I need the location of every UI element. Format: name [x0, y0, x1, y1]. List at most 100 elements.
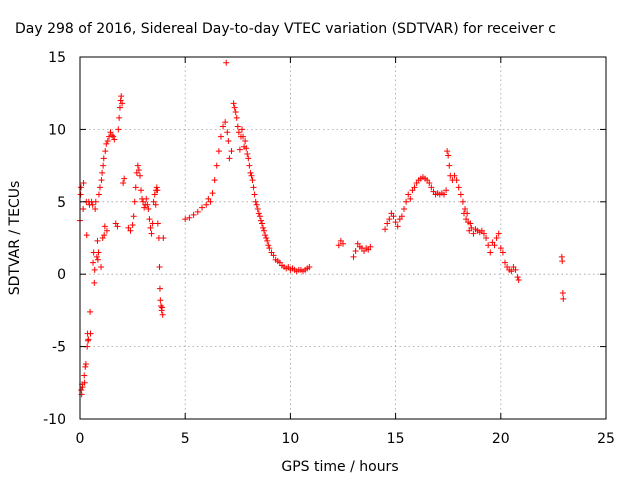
data-point [499, 249, 506, 256]
data-point [249, 177, 256, 184]
data-point [146, 216, 153, 223]
data-point [144, 201, 151, 208]
data-point [455, 184, 462, 191]
data-point [256, 213, 263, 220]
data-point [462, 206, 469, 213]
data-point [265, 242, 272, 249]
data-point [87, 330, 94, 337]
data-point [446, 162, 453, 169]
data-point [96, 184, 103, 191]
data-point [154, 220, 161, 227]
data-point [223, 59, 230, 66]
data-point [236, 146, 243, 153]
data-point [252, 198, 259, 205]
data-point [190, 211, 197, 218]
data-point [220, 123, 227, 130]
data-point [85, 336, 92, 343]
data-point [217, 133, 224, 140]
data-point [129, 221, 136, 228]
data-point [82, 360, 89, 367]
data-point [495, 230, 502, 237]
data-point [239, 126, 246, 133]
data-point [407, 195, 414, 202]
data-point [231, 104, 238, 111]
data-point [91, 279, 98, 286]
data-point [82, 363, 89, 370]
data-point [213, 162, 220, 169]
data-point [480, 230, 487, 237]
data-point [467, 220, 474, 227]
data-point [266, 245, 273, 252]
data-point [340, 240, 346, 247]
data-point [103, 227, 110, 234]
data-point [90, 259, 97, 266]
data-point [251, 191, 258, 198]
data-point [559, 290, 566, 297]
data-point [514, 274, 521, 281]
y-tick-label: 0 [57, 267, 66, 283]
data-point [453, 177, 460, 184]
data-point [87, 308, 94, 315]
data-point [77, 191, 84, 198]
data-point [390, 213, 397, 220]
data-point [224, 129, 231, 136]
data-points [77, 59, 567, 398]
data-point [127, 227, 134, 234]
data-point [100, 155, 107, 162]
data-point [159, 311, 166, 318]
data-point [258, 220, 265, 227]
data-point [92, 198, 99, 205]
data-point [116, 114, 123, 121]
data-point [99, 169, 106, 176]
data-point [160, 235, 167, 241]
data-point [153, 184, 160, 191]
x-tick-label: 0 [76, 431, 85, 447]
data-point [110, 133, 117, 140]
x-axis: 0 5 10 15 20 25 [76, 57, 615, 447]
data-point [233, 114, 240, 121]
data-point [403, 198, 410, 205]
data-point [211, 177, 218, 184]
data-point [103, 140, 110, 147]
data-point [443, 187, 450, 194]
data-point [445, 152, 452, 159]
data-point [401, 206, 408, 213]
data-point [225, 137, 232, 144]
data-point [560, 295, 567, 302]
data-point [382, 226, 389, 233]
data-point [234, 123, 241, 130]
data-point [246, 162, 253, 169]
data-point [248, 172, 255, 179]
data-point [147, 224, 154, 231]
data-point [136, 172, 143, 179]
data-point [116, 104, 123, 111]
data-point [98, 177, 105, 184]
data-point [451, 172, 458, 179]
data-point [120, 179, 127, 186]
data-point [405, 191, 412, 198]
data-point [394, 223, 401, 230]
x-tick-label: 10 [281, 431, 299, 447]
data-point [253, 201, 260, 208]
data-point [222, 119, 229, 126]
data-point [468, 224, 475, 231]
x-axis-label: GPS time / hours [281, 459, 398, 475]
data-point [464, 210, 471, 217]
data-point [130, 213, 137, 220]
data-point [145, 206, 152, 213]
data-point [100, 162, 107, 169]
data-point [131, 198, 138, 205]
data-point [119, 100, 126, 107]
data-point [459, 198, 466, 205]
data-point [94, 256, 101, 263]
data-point [491, 242, 498, 249]
data-point [132, 184, 139, 191]
y-tick-label: 15 [48, 50, 66, 66]
data-point [367, 243, 374, 250]
data-point [257, 217, 264, 224]
data-point [487, 249, 494, 256]
data-point [101, 232, 108, 239]
data-point [261, 227, 268, 234]
data-point [135, 166, 142, 173]
